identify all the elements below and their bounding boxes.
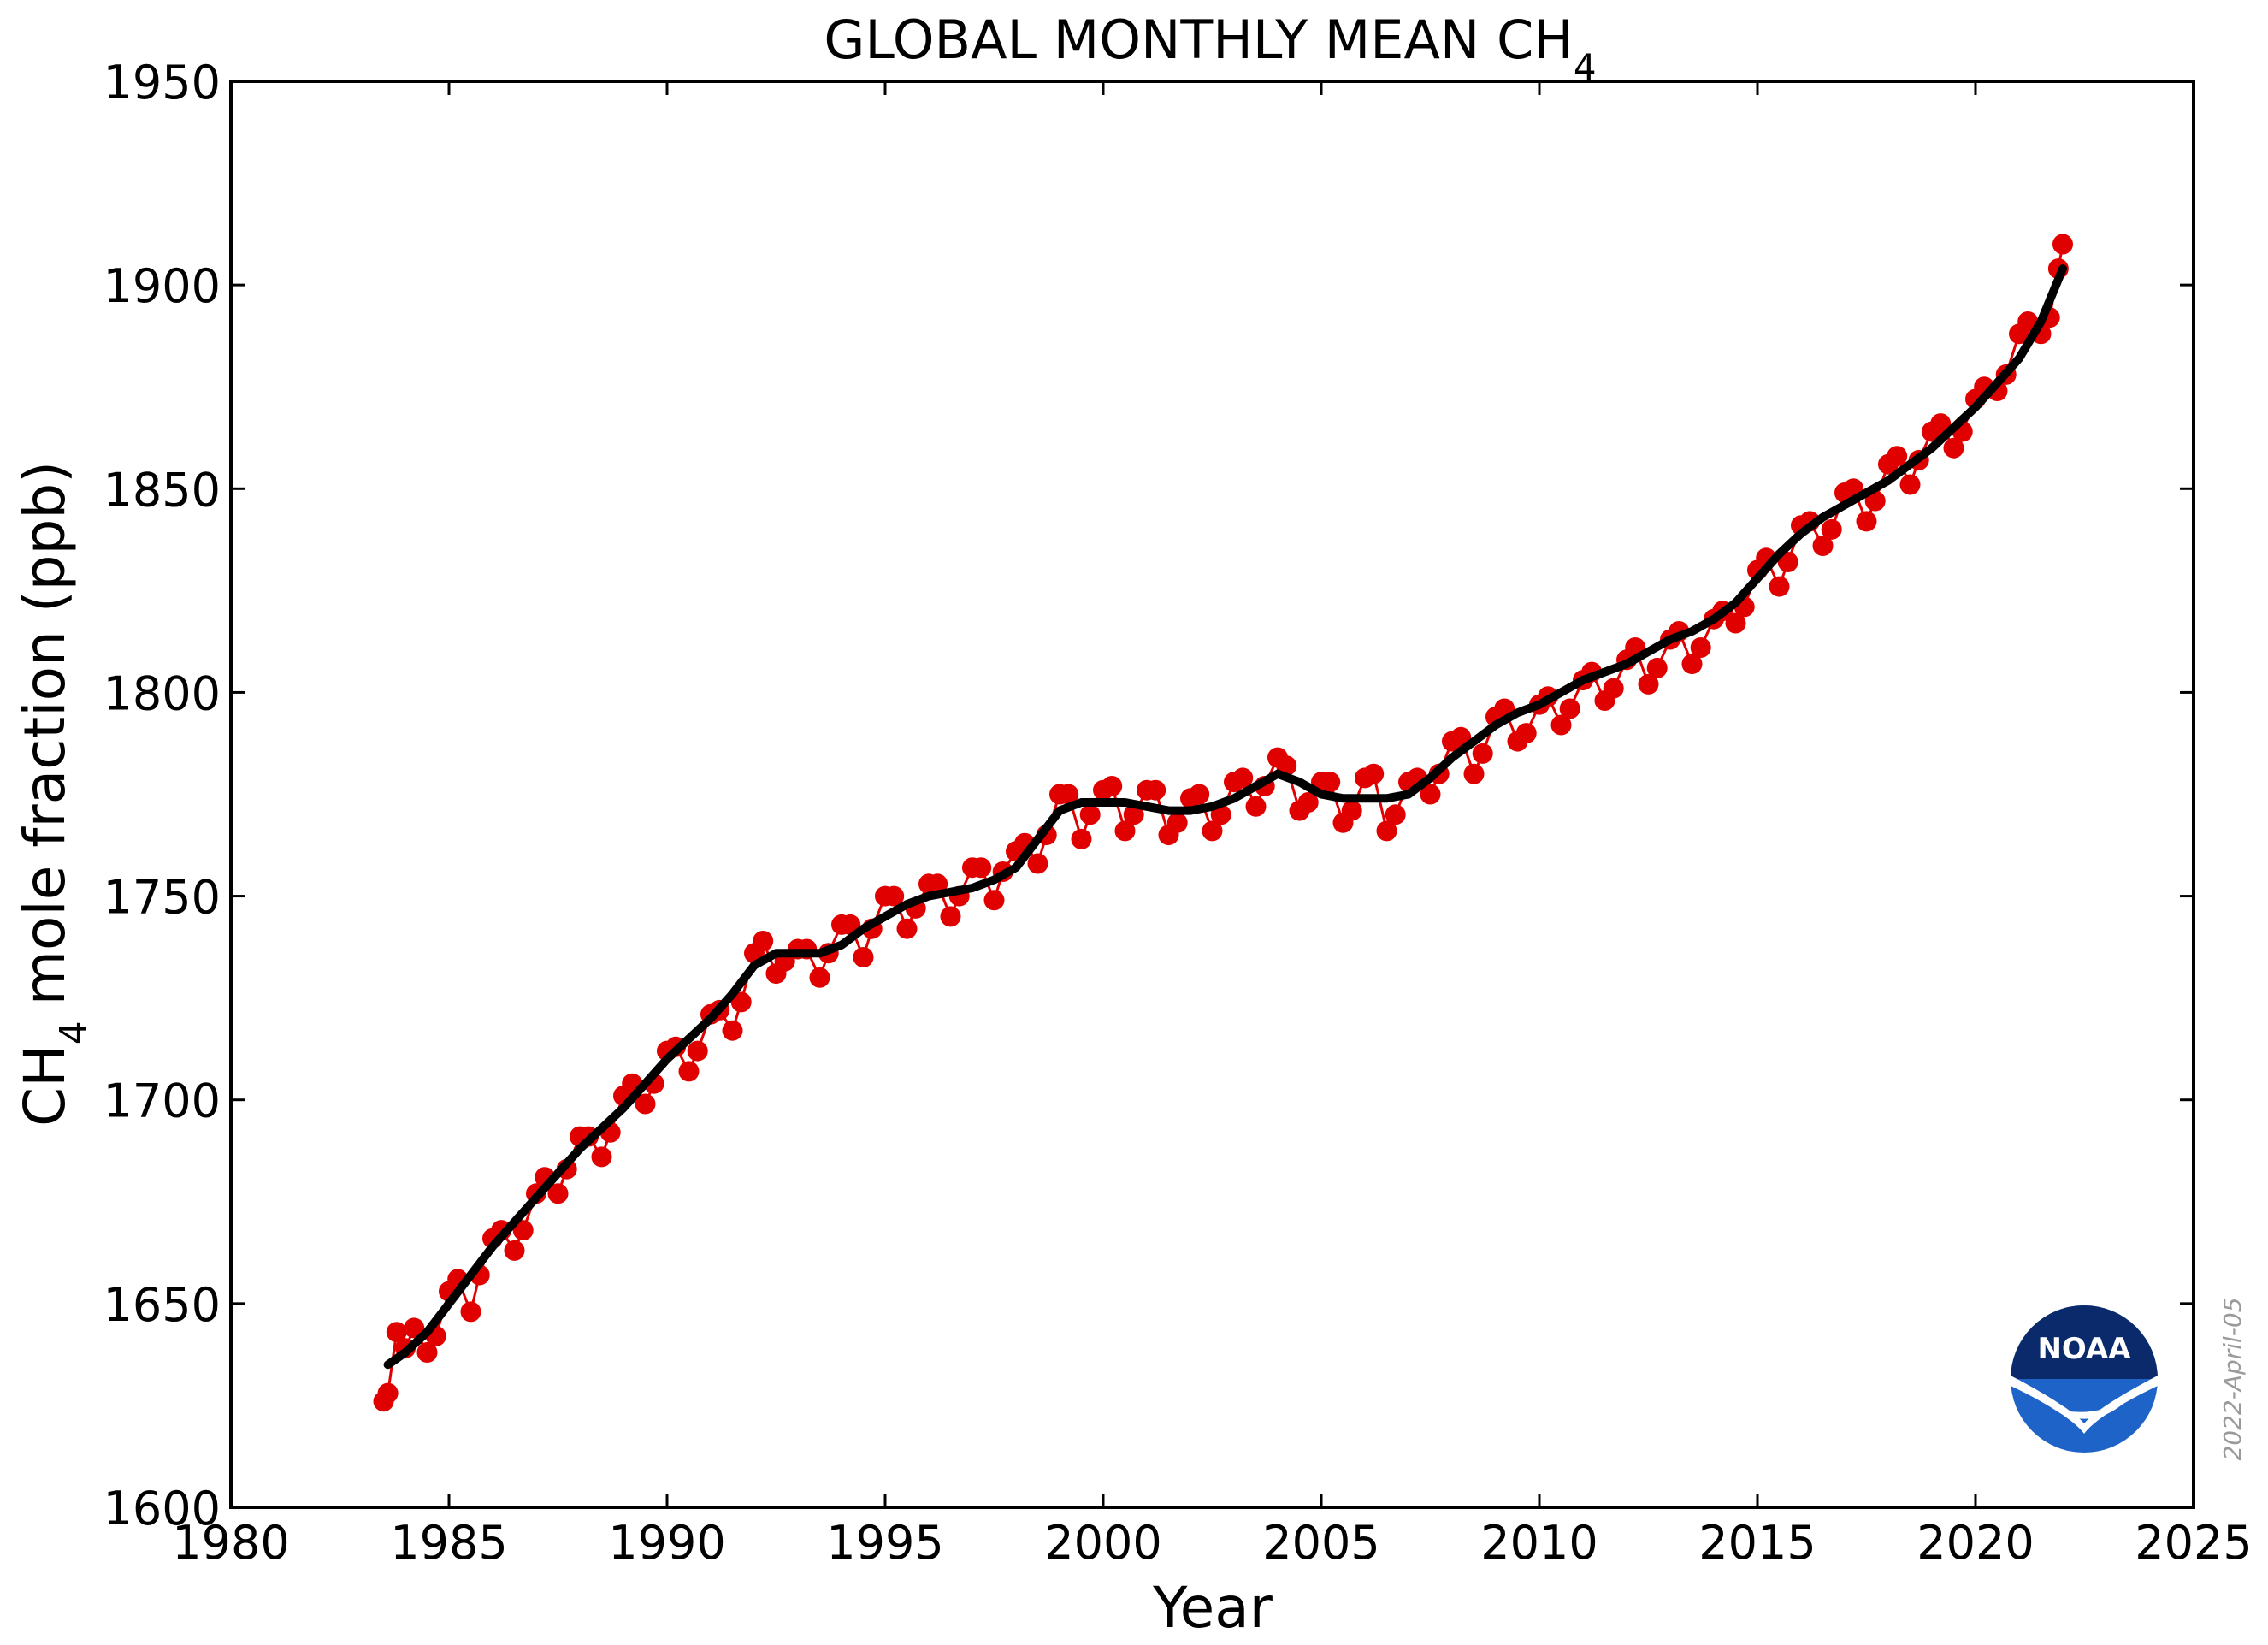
plot-area-frame: [229, 80, 2195, 1509]
monthly-mean-point: [1376, 820, 1397, 842]
monthly-mean-point: [1079, 804, 1101, 825]
noaa-logo-text: NOAA: [2037, 1332, 2131, 1366]
monthly-mean-point: [1681, 654, 1703, 675]
monthly-mean-point: [1114, 820, 1136, 842]
monthly-mean-point: [1930, 413, 1952, 435]
monthly-mean-point: [1690, 637, 1711, 658]
monthly-mean-point: [722, 1020, 743, 1041]
monthly-mean-point: [1777, 552, 1798, 572]
y-tick-label: 1850: [103, 463, 221, 517]
monthly-mean-point: [1245, 796, 1267, 817]
x-tick-label: 2010: [1480, 1516, 1598, 1570]
monthly-mean-point: [927, 873, 948, 895]
x-tick-label: 2005: [1262, 1516, 1379, 1570]
monthly-mean-point: [1420, 784, 1441, 805]
monthly-mean-point: [416, 1342, 438, 1363]
y-tick-label: 1900: [103, 259, 221, 313]
monthly-mean-point: [1943, 437, 1964, 459]
monthly-mean-point: [1202, 820, 1223, 842]
monthly-mean-point: [983, 890, 1005, 911]
y-tick-label: 1800: [103, 666, 221, 720]
x-tick-label: 2025: [2135, 1516, 2252, 1570]
monthly-mean-point: [1363, 763, 1385, 784]
monthly-mean-point: [687, 1040, 708, 1062]
trend-line-series: [383, 264, 2067, 1370]
monthly-mean-point: [809, 967, 830, 988]
monthly-mean-point: [1232, 767, 1254, 789]
x-tick-label: 2015: [1698, 1516, 1816, 1570]
monthly-mean-point: [591, 1146, 612, 1168]
monthly-mean-point: [1864, 490, 1886, 512]
monthly-mean-point: [753, 931, 774, 951]
monthly-mean-point: [1899, 474, 1921, 495]
y-axis: 1600 1650 1700 1750 1800 1850 1900 1950: [103, 56, 2194, 1536]
monthly-mean-series: [373, 234, 2073, 1412]
monthly-mean-point: [730, 991, 752, 1013]
monthly-mean-point: [971, 857, 992, 879]
monthly-mean-point: [1646, 657, 1668, 678]
monthly-mean-point: [386, 1322, 407, 1343]
monthly-mean-point: [1603, 678, 1624, 699]
monthly-mean-point: [853, 947, 874, 967]
chart-title: GLOBAL MONTHLY MEAN CH4: [824, 9, 1596, 88]
monthly-mean-point: [2052, 234, 2073, 255]
monthly-mean-point: [1821, 518, 1842, 540]
monthly-mean-point: [512, 1220, 534, 1241]
monthly-mean-point: [1812, 536, 1834, 556]
x-tick-label: 1995: [826, 1516, 943, 1570]
monthly-mean-point: [1887, 446, 1908, 467]
x-tick-label: 1990: [608, 1516, 725, 1570]
monthly-mean-point: [1166, 812, 1188, 833]
x-tick-label: 1985: [390, 1516, 507, 1570]
x-tick-label: 2000: [1044, 1516, 1161, 1570]
x-axis: 1980 1985 1990 1995 2000 2005 2010 2015 2020 2025: [172, 81, 2253, 1570]
monthly-mean-point: [547, 1183, 569, 1204]
monthly-mean-point: [1472, 743, 1493, 764]
monthly-mean-point: [1638, 673, 1659, 695]
y-axis-label: CH4mole fraction (ppb): [12, 461, 96, 1127]
monthly-mean-point: [1385, 804, 1406, 825]
monthly-mean-point: [635, 1093, 656, 1115]
monthly-mean-point: [1123, 804, 1144, 825]
monthly-mean-point: [1769, 576, 1790, 597]
monthly-mean-point: [1145, 779, 1166, 801]
trend-line: [383, 264, 2067, 1370]
monthly-mean-point: [404, 1317, 425, 1339]
y-tick-label: 1600: [103, 1482, 221, 1536]
monthly-mean-point: [1297, 792, 1319, 813]
date-stamp: 2022-April-05: [2218, 1297, 2247, 1460]
y-tick-label: 1700: [103, 1074, 221, 1128]
y-tick-label: 1650: [103, 1278, 221, 1332]
x-tick-label: 1980: [172, 1516, 289, 1570]
monthly-mean-point: [1102, 776, 1123, 796]
monthly-mean-point: [1027, 853, 1048, 874]
monthly-mean-point: [883, 885, 905, 907]
monthly-mean-point: [1463, 763, 1485, 784]
monthly-mean-point: [460, 1301, 481, 1323]
monthly-mean-point: [1550, 714, 1572, 736]
monthly-mean-point: [1515, 723, 1537, 744]
monthly-mean-point: [1320, 772, 1341, 793]
monthly-mean-point: [504, 1240, 525, 1261]
monthly-mean-point: [896, 918, 918, 939]
noaa-logo: NOAA: [2011, 1305, 2158, 1453]
monthly-mean-point: [1071, 828, 1092, 849]
x-tick-label: 2020: [1917, 1516, 2034, 1570]
monthly-mean-point: [1189, 784, 1210, 805]
x-axis-label: Year: [1152, 1575, 1273, 1641]
y-tick-label: 1750: [103, 871, 221, 925]
monthly-mean-point: [678, 1061, 700, 1082]
monthly-mean-point: [377, 1382, 399, 1404]
monthly-mean-point: [940, 906, 961, 927]
monthly-mean-point: [1725, 612, 1746, 634]
monthly-mean-point: [1058, 784, 1079, 805]
monthly-mean-point: [1559, 698, 1580, 719]
monthly-mean-point: [1341, 800, 1362, 821]
monthly-mean-point: [1856, 511, 1877, 532]
y-tick-label: 1950: [103, 56, 221, 109]
